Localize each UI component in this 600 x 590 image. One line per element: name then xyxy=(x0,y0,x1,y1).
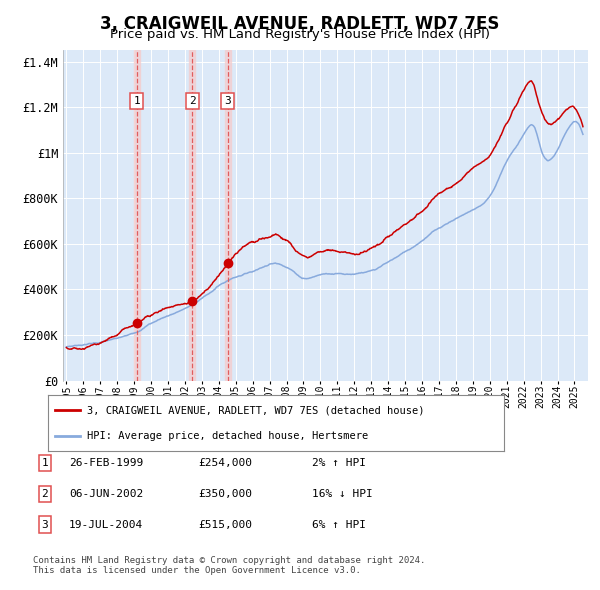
Text: 26-FEB-1999: 26-FEB-1999 xyxy=(69,458,143,468)
Text: 1: 1 xyxy=(41,458,49,468)
Text: 19-JUL-2004: 19-JUL-2004 xyxy=(69,520,143,529)
Bar xyxy=(189,50,195,381)
Text: HPI: Average price, detached house, Hertsmere: HPI: Average price, detached house, Hert… xyxy=(87,431,368,441)
Text: 16% ↓ HPI: 16% ↓ HPI xyxy=(312,489,373,499)
Text: Price paid vs. HM Land Registry's House Price Index (HPI): Price paid vs. HM Land Registry's House … xyxy=(110,28,490,41)
Text: 3, CRAIGWEIL AVENUE, RADLETT, WD7 7ES: 3, CRAIGWEIL AVENUE, RADLETT, WD7 7ES xyxy=(100,15,500,34)
Text: 2: 2 xyxy=(189,96,196,106)
Text: 2% ↑ HPI: 2% ↑ HPI xyxy=(312,458,366,468)
Text: 3, CRAIGWEIL AVENUE, RADLETT, WD7 7ES (detached house): 3, CRAIGWEIL AVENUE, RADLETT, WD7 7ES (d… xyxy=(87,405,424,415)
Text: £254,000: £254,000 xyxy=(198,458,252,468)
Text: 2: 2 xyxy=(41,489,49,499)
Bar xyxy=(225,50,231,381)
Text: 06-JUN-2002: 06-JUN-2002 xyxy=(69,489,143,499)
Bar xyxy=(134,50,140,381)
Text: 1: 1 xyxy=(133,96,140,106)
Text: 3: 3 xyxy=(224,96,232,106)
Text: 6% ↑ HPI: 6% ↑ HPI xyxy=(312,520,366,529)
Text: 3: 3 xyxy=(41,520,49,529)
Text: Contains HM Land Registry data © Crown copyright and database right 2024.
This d: Contains HM Land Registry data © Crown c… xyxy=(33,556,425,575)
Text: £350,000: £350,000 xyxy=(198,489,252,499)
Text: £515,000: £515,000 xyxy=(198,520,252,529)
